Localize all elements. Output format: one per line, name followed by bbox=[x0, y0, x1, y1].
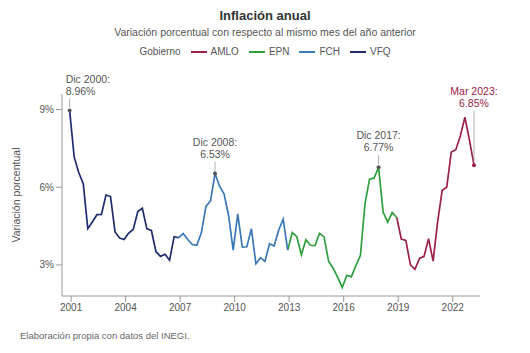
svg-text:2013: 2013 bbox=[278, 302, 301, 313]
html-text:Gobierno: Gobierno bbox=[139, 46, 181, 57]
svg-text:3%: 3% bbox=[40, 259, 55, 270]
html-text:FCH: FCH bbox=[319, 46, 340, 57]
html-text:EPN: EPN bbox=[268, 46, 290, 57]
svg-text:2001: 2001 bbox=[60, 302, 83, 313]
svg-text:9%: 9% bbox=[40, 104, 55, 115]
html-text:Variación porcentual con respe: Variación porcentual con respecto al mis… bbox=[114, 26, 416, 38]
html-text:AMLO: AMLO bbox=[210, 46, 239, 57]
svg-text:2007: 2007 bbox=[169, 302, 192, 313]
svg-text:Dic 2017:6.77%: Dic 2017:6.77% bbox=[356, 129, 400, 153]
svg-text:2016: 2016 bbox=[333, 302, 356, 313]
svg-text:2022: 2022 bbox=[442, 302, 465, 313]
svg-text:2010: 2010 bbox=[224, 302, 247, 313]
svg-text:Variación porcentual: Variación porcentual bbox=[10, 148, 22, 243]
svg-text:2019: 2019 bbox=[387, 302, 410, 313]
html-text:Elaboración propia con datos d: Elaboración propia con datos del INEGI. bbox=[20, 330, 190, 341]
svg-text:2004: 2004 bbox=[114, 302, 137, 313]
svg-text:Mar 2023:6.85%: Mar 2023:6.85% bbox=[450, 85, 497, 109]
svg-text:6%: 6% bbox=[40, 182, 55, 193]
html-text:VFQ: VFQ bbox=[370, 46, 391, 57]
svg-text:Dic 2000:8.96%: Dic 2000:8.96% bbox=[66, 73, 110, 97]
svg-text:Dic 2008:6.53%: Dic 2008:6.53% bbox=[193, 136, 237, 160]
html-text:Inflación anual: Inflación anual bbox=[219, 8, 311, 23]
